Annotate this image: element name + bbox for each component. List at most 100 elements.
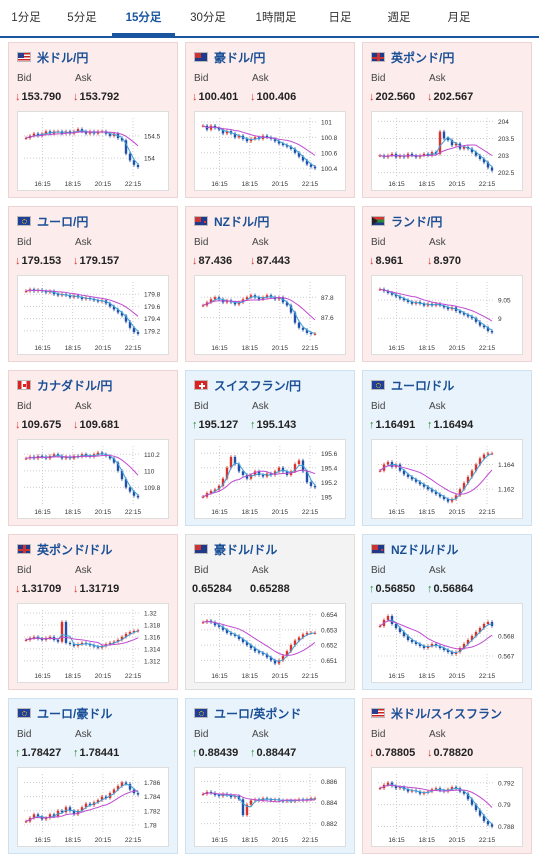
rate-card[interactable]: スイスフラン/円 Bid Ask ↑195.127 ↑195.143 195.6 195.4… [185, 370, 355, 526]
mini-chart[interactable]: 0.654 0.653 0.652 0.651 16:15 18:15 20:15 22:15 [194, 603, 346, 683]
mini-chart[interactable]: 1.164 1.162 16:15 18:15 20:15 22:15 [371, 439, 523, 519]
ask-price: 195.143 [256, 419, 297, 431]
card-title[interactable]: 豪ドル/円 [194, 49, 265, 65]
card-title[interactable]: 米ドル/スイスフラン [371, 705, 502, 721]
candle-body [470, 470, 474, 477]
card-title[interactable]: NZドル/ドル [371, 541, 458, 557]
rate-card[interactable]: NZドル/円 Bid Ask ↓87.436 ↓87.443 87.8 87.6 16:15 1… [185, 206, 355, 362]
rate-card[interactable]: ユーロ/円 Bid Ask ↓179.153 ↓179.157 179.8 179.6 179… [8, 206, 178, 362]
mini-chart[interactable]: 0.886 0.884 0.882 16:15 18:15 20:15 22:15 [194, 767, 346, 847]
candle-body [289, 146, 293, 149]
currency-pair[interactable]: ユーロ/円 [37, 214, 89, 229]
mini-chart[interactable]: 179.8 179.6 179.4 179.2 16:15 18:15 20:15 22:15 [17, 275, 169, 355]
tab-3[interactable]: 30分足 [190, 12, 226, 24]
card-title[interactable]: ユーロ/円 [17, 213, 88, 229]
rate-card[interactable]: NZドル/ドル Bid Ask ↑0.56850 ↑0.56864 0.568 0.567 1… [362, 534, 532, 690]
mini-chart[interactable]: 1.786 1.784 1.782 1.78 16:15 18:15 20:15 22:15 [17, 767, 169, 847]
x-tick-label: 16:15 [34, 181, 51, 188]
mini-chart[interactable]: 9.05 9 16:15 18:15 20:15 22:15 [371, 275, 523, 355]
ask-price: 8.970 [433, 255, 462, 267]
currency-pair[interactable]: ユーロ/豪ドル [37, 706, 113, 721]
rate-card[interactable]: ユーロ/英ポンド Bid Ask ↑0.88439 ↑0.88447 0.886 0.884… [185, 698, 355, 854]
card-title[interactable]: ランド/円 [371, 213, 442, 229]
trend-arrow-icon: ↑ [250, 419, 256, 431]
card-title[interactable]: ユーロ/英ポンド [194, 705, 301, 721]
currency-pair[interactable]: ランド/円 [391, 214, 443, 229]
candle-body [209, 125, 213, 130]
mini-chart[interactable]: 1.32 1.318 1.316 1.314 1.312 16:15 18:15 20:15 2… [17, 603, 169, 683]
rate-card[interactable]: ユーロ/ドル Bid Ask ↑1.16491 ↑1.16494 1.164 1.162 16… [362, 370, 532, 526]
currency-pair[interactable]: NZドル/円 [214, 214, 270, 229]
bid-value: ↓0.78805 [369, 747, 415, 759]
rate-card[interactable]: 英ポンド/ドル Bid Ask ↓1.31709 ↓1.31719 1.32 1.318 1.… [8, 534, 178, 690]
y-tick-label: 195.2 [321, 480, 338, 487]
short-ma-line [25, 130, 139, 165]
currency-pair[interactable]: スイスフラン/円 [214, 378, 301, 393]
card-title[interactable]: 英ポンド/円 [371, 49, 454, 65]
currency-pair[interactable]: 英ポンド/ドル [37, 542, 113, 557]
currency-pair[interactable]: 英ポンド/円 [391, 50, 455, 65]
tab-2[interactable]: 15分足 [112, 0, 175, 36]
rate-card[interactable]: カナダドル/円 Bid Ask ↓109.675 ↓109.681 110.2 110 109… [8, 370, 178, 526]
candle-body [442, 648, 446, 650]
y-tick-label: 9.05 [498, 298, 511, 305]
mini-chart[interactable]: 195.6 195.4 195.2 195 16:15 18:15 20:15 22:15 [194, 439, 346, 519]
mini-chart[interactable]: 101 100.8 100.6 100.4 16:15 18:15 20:15 22:15 [194, 111, 346, 191]
x-tick-label: 22:15 [479, 673, 496, 680]
mini-chart[interactable]: 204 203.5 203 202.5 16:15 18:15 20:15 22:15 [371, 111, 523, 191]
mini-chart[interactable]: 110.2 110 109.8 16:15 18:15 20:15 22:15 [17, 439, 169, 519]
currency-pair[interactable]: 豪ドル/円 [214, 50, 266, 65]
rate-card[interactable]: 豪ドル/円 Bid Ask ↓100.401 ↓100.406 101 100.8 100.6… [185, 42, 355, 198]
card-title[interactable]: NZドル/円 [194, 213, 269, 229]
tab-1[interactable]: 5分足 [67, 12, 97, 24]
rate-card[interactable]: 米ドル/スイスフラン Bid Ask ↓0.78805 ↓0.78820 0.792 0.7… [362, 698, 532, 854]
x-tick-label: 16:15 [211, 673, 228, 680]
card-title[interactable]: スイスフラン/円 [194, 377, 301, 393]
currency-pair[interactable]: ユーロ/ドル [391, 378, 455, 393]
rate-card[interactable]: 豪ドル/ドル Bid Ask 0.65284 0.65288 0.654 0.653 0.65… [185, 534, 355, 690]
currency-pair[interactable]: 米ドル/円 [37, 50, 89, 65]
currency-pair[interactable]: NZドル/ドル [391, 542, 459, 557]
candle-body [44, 817, 48, 820]
currency-pair[interactable]: カナダドル/円 [37, 378, 113, 393]
card-title[interactable]: 豪ドル/ドル [194, 541, 277, 557]
bid-value: ↑1.16491 [369, 419, 415, 431]
y-tick-label: 179.8 [144, 292, 161, 299]
mini-chart[interactable]: 0.792 0.79 0.788 16:15 18:15 20:15 22:15 [371, 767, 523, 847]
y-tick-label: 154 [144, 156, 155, 163]
card-title[interactable]: 米ドル/円 [17, 49, 88, 65]
ask-value: ↓100.406 [250, 91, 296, 103]
candle-body [446, 307, 450, 310]
currency-pair[interactable]: 豪ドル/ドル [214, 542, 278, 557]
currency-pair[interactable]: ユーロ/英ポンド [214, 706, 302, 721]
mini-chart[interactable]: 87.8 87.6 16:15 18:15 20:15 22:15 [194, 275, 346, 355]
rate-card[interactable]: 英ポンド/円 Bid Ask ↓202.560 ↓202.567 204 203.5 203 2… [362, 42, 532, 198]
currency-pair[interactable]: 米ドル/スイスフラン [391, 706, 502, 721]
x-tick-label: 16:15 [388, 509, 405, 516]
rate-card[interactable]: ランド/円 Bid Ask ↓8.961 ↓8.970 9.05 9 16:15 18:15 20… [362, 206, 532, 362]
card-title[interactable]: カナダドル/円 [17, 377, 112, 393]
candle-body [124, 140, 128, 154]
card-title[interactable]: 英ポンド/ドル [17, 541, 112, 557]
tab-6[interactable]: 週足 [387, 12, 411, 24]
candle-body [390, 292, 394, 295]
mini-chart[interactable]: 154.5 154 16:15 18:15 20:15 22:15 [17, 111, 169, 191]
rate-card[interactable]: 米ドル/円 Bid Ask ↓153.790 ↓153.792 154.5 154 16:15… [8, 42, 178, 198]
candle-body [430, 489, 434, 492]
bid-price: 0.65284 [192, 583, 232, 595]
candle-body [237, 464, 241, 472]
bid-price: 100.401 [198, 91, 239, 103]
tab-7[interactable]: 月足 [447, 12, 471, 24]
candle-body [442, 305, 446, 308]
rate-card[interactable]: ユーロ/豪ドル Bid Ask ↑1.78427 ↑1.78441 1.786 1.784 1… [8, 698, 178, 854]
tab-4[interactable]: 1時間足 [255, 12, 297, 24]
card-title[interactable]: ユーロ/豪ドル [17, 705, 112, 721]
candle-body [301, 327, 305, 330]
candle-body [305, 329, 309, 333]
candle-body [136, 630, 140, 632]
candle-body [96, 646, 100, 648]
mini-chart[interactable]: 0.568 0.567 16:15 18:15 20:15 22:15 [371, 603, 523, 683]
tab-5[interactable]: 日足 [328, 12, 352, 24]
tab-0[interactable]: 1分足 [11, 12, 41, 24]
card-title[interactable]: ユーロ/ドル [371, 377, 454, 393]
